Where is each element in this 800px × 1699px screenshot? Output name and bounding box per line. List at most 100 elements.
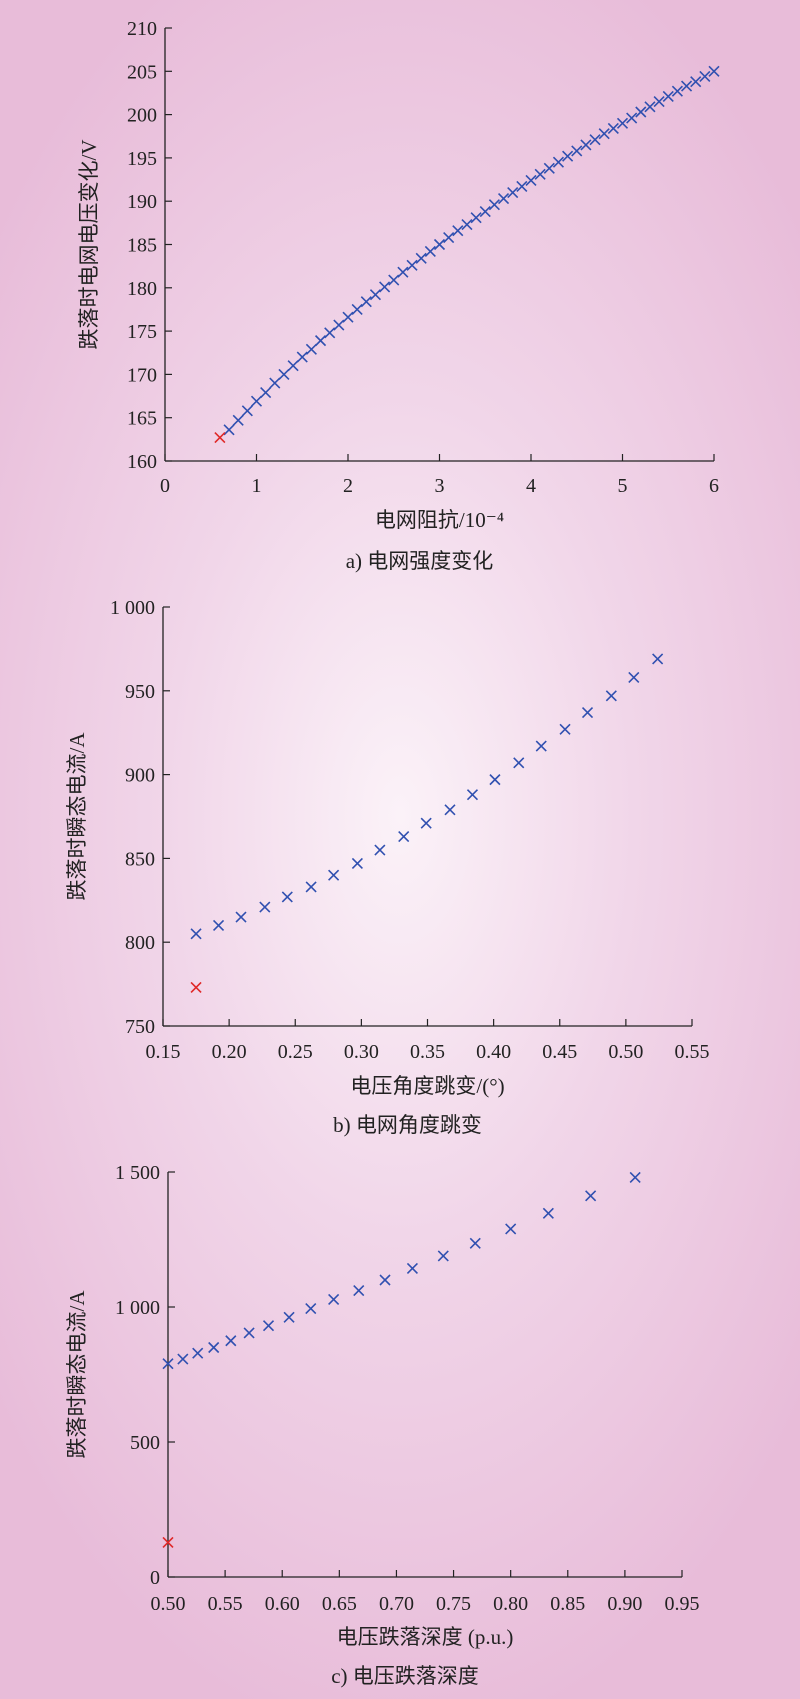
data-point-marker (652, 653, 664, 665)
data-point-marker (388, 274, 400, 286)
data-point-marker (699, 70, 711, 83)
data-point-marker (192, 1347, 204, 1359)
data-point-marker (353, 1284, 365, 1297)
data-point-marker (552, 156, 565, 168)
data-point-marker (260, 387, 272, 399)
x-tick-label: 0.50 (151, 1593, 186, 1615)
data-point-marker (328, 869, 340, 881)
y-tick-label: 800 (125, 932, 155, 954)
data-point-marker (628, 671, 640, 683)
data-point-marker (589, 134, 601, 146)
data-point-marker (489, 774, 501, 786)
data-point-marker (629, 1171, 641, 1183)
data-point-marker (415, 252, 427, 264)
y-axis-title: 跌落时电网电压变化/V (77, 140, 101, 350)
data-point-marker (452, 225, 464, 237)
data-point-marker (324, 327, 336, 339)
data-point-marker (470, 212, 482, 224)
data-point-marker (461, 219, 473, 231)
data-point-marker (287, 360, 299, 372)
data-point-marker (433, 238, 446, 251)
data-point-marker (607, 122, 619, 135)
data-point-marker (369, 289, 382, 301)
data-point-marker (296, 351, 308, 363)
y-tick-label: 205 (127, 61, 157, 83)
x-axis-title: 电压角度跳变/(°) (350, 1074, 504, 1098)
y-tick-label: 165 (127, 408, 157, 430)
x-axis-title: 电网阻抗/10⁻⁴ (375, 508, 504, 532)
data-point-marker (305, 881, 317, 893)
chart-angle-jump: 750 800 850 900 950 1 000 0.15 0.20 0.25 0.30 0.35… (65, 597, 710, 1137)
x-tick-label: 5 (618, 475, 628, 497)
y-axis-title: 跌落时瞬态电流/A (65, 732, 89, 901)
data-point-marker (542, 1207, 554, 1219)
data-point-marker (543, 162, 555, 174)
x-tick-label: 4 (526, 475, 536, 497)
x-tick-label: 0.55 (208, 1593, 243, 1615)
y-tick-label: 1 000 (115, 1297, 160, 1319)
x-tick-label: 2 (343, 475, 353, 497)
data-point-marker (328, 1293, 340, 1306)
data-point-marker (437, 1250, 449, 1262)
y-tick-label: 750 (125, 1016, 155, 1038)
x-tick-label: 0.70 (379, 1593, 414, 1615)
x-tick-label: 0.85 (550, 1593, 585, 1615)
y-tick-label: 195 (127, 148, 157, 170)
x-tick-label: 0.50 (608, 1041, 643, 1063)
data-point-marker (488, 199, 500, 211)
data-point-marker (571, 145, 583, 157)
data-point-marker (420, 817, 432, 829)
data-point-marker (598, 128, 610, 140)
data-point-marker (671, 85, 683, 97)
data-point-marker (635, 106, 647, 118)
data-point-marker (232, 414, 244, 426)
data-point-marker (662, 90, 674, 102)
data-point-marker (443, 232, 455, 244)
data-point-marker (406, 259, 418, 271)
data-point-marker (406, 1262, 419, 1274)
data-point-marker (424, 245, 436, 257)
x-tick-label: 0.40 (476, 1041, 511, 1063)
data-point-marker (581, 707, 594, 719)
y-tick-label: 200 (127, 105, 157, 127)
data-point-marker (225, 1335, 237, 1347)
data-point-marker (360, 296, 372, 308)
data-point-marker (212, 919, 225, 932)
data-point-marker (534, 168, 546, 180)
x-tick-label: 0.45 (542, 1041, 577, 1063)
data-point-marker (507, 186, 519, 199)
x-tick-label: 0.15 (146, 1041, 181, 1063)
data-point-marker (479, 206, 491, 218)
chart-caption: c) 电压跌落深度 (331, 1664, 479, 1688)
data-point-marker (283, 1311, 295, 1323)
data-point-marker (535, 740, 547, 752)
y-tick-label: 0 (150, 1567, 160, 1589)
x-tick-label: 3 (435, 475, 445, 497)
data-point-marker (708, 65, 720, 77)
data-point-marker (690, 76, 702, 88)
chart-caption: a) 电网强度变化 (346, 549, 494, 573)
data-point-marker (516, 180, 528, 193)
data-point-marker (314, 335, 327, 347)
y-tick-label: 1 000 (110, 597, 155, 619)
x-tick-label: 0.30 (344, 1041, 379, 1063)
data-point-marker (398, 831, 410, 843)
data-point-marker (262, 1320, 275, 1332)
data-point-marker (333, 319, 345, 331)
data-point-marker (580, 139, 592, 151)
data-point-marker (497, 193, 510, 205)
y-tick-label: 175 (127, 321, 157, 343)
data-point-marker (559, 723, 571, 735)
data-point-marker (162, 1358, 174, 1370)
data-point-marker (269, 377, 281, 389)
data-point-marker (626, 112, 638, 124)
x-tick-label: 0.65 (322, 1593, 357, 1615)
data-point-marker (305, 343, 317, 355)
data-point-marker (342, 311, 354, 323)
data-point-marker (379, 281, 391, 293)
y-tick-label: 210 (127, 18, 157, 40)
y-tick-label: 190 (127, 191, 157, 213)
data-point-marker (444, 804, 456, 816)
data-point-marker (605, 690, 617, 702)
